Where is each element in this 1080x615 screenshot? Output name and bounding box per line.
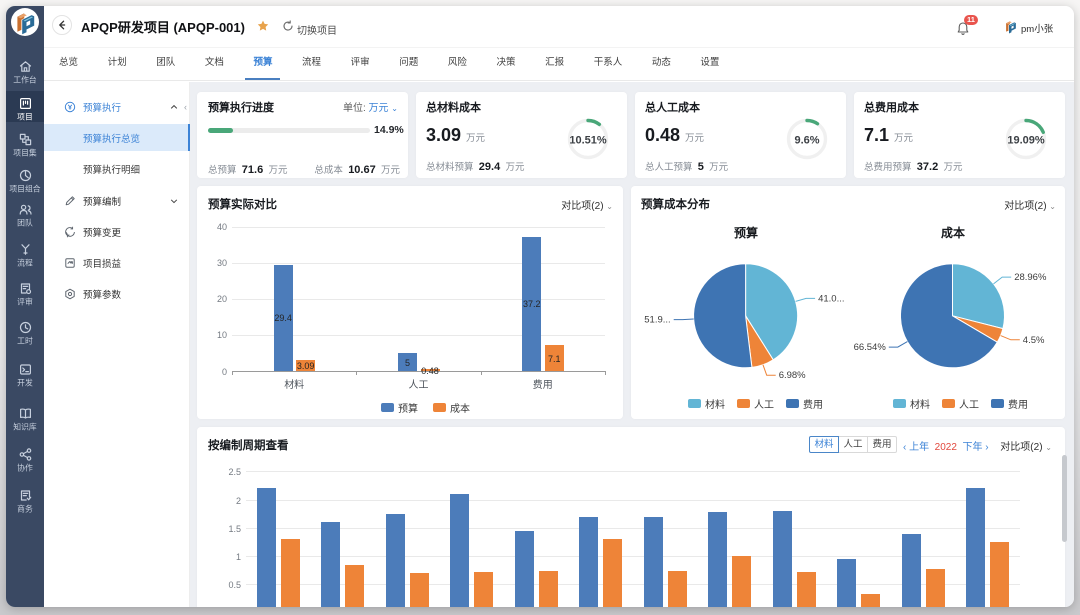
svg-text:4.5%: 4.5% bbox=[1023, 335, 1045, 346]
svg-text:6.98%: 6.98% bbox=[779, 370, 806, 381]
svg-text:66.54%: 66.54% bbox=[854, 342, 887, 353]
svg-text:41.0...: 41.0... bbox=[818, 293, 844, 304]
svg-text:19.09%: 19.09% bbox=[1007, 135, 1045, 147]
svg-text:51.9...: 51.9... bbox=[644, 315, 670, 326]
svg-text:9.6%: 9.6% bbox=[794, 135, 819, 147]
svg-text:28.96%: 28.96% bbox=[1014, 272, 1047, 283]
svg-text:10.51%: 10.51% bbox=[569, 135, 607, 147]
